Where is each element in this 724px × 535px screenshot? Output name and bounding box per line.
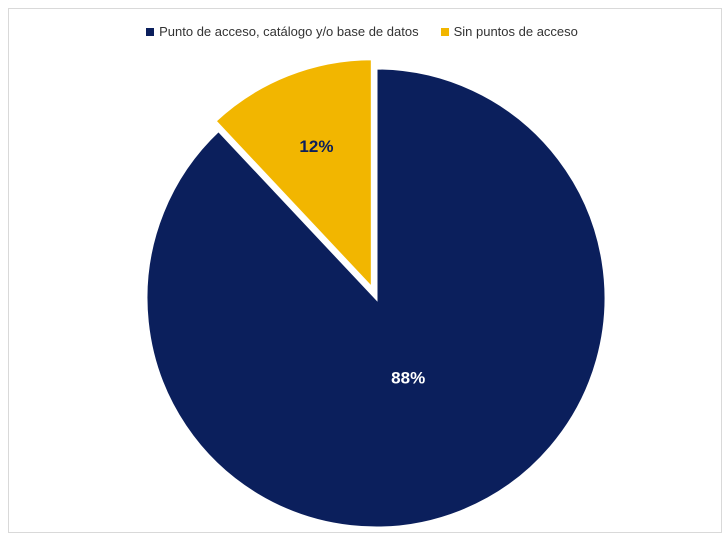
slice-sin-puntos (212, 57, 374, 293)
legend-item-punto-de-acceso: Punto de acceso, catálogo y/o base de da… (146, 24, 419, 39)
legend-label-sin-puntos: Sin puntos de acceso (453, 24, 578, 39)
legend-swatch-sin-puntos (440, 27, 449, 36)
legend-item-sin-puntos: Sin puntos de acceso (440, 24, 578, 39)
chart-legend: Punto de acceso, catálogo y/o base de da… (0, 24, 724, 39)
slice-punto-de-acceso (144, 66, 608, 530)
slice-label-88: 88% (391, 369, 425, 388)
pie-slices (144, 57, 608, 530)
pie-labels: 88% 12% (299, 137, 425, 388)
legend-label-punto-de-acceso: Punto de acceso, catálogo y/o base de da… (159, 24, 419, 39)
legend-swatch-punto-de-acceso (146, 27, 155, 36)
slice-label-12: 12% (299, 137, 333, 156)
